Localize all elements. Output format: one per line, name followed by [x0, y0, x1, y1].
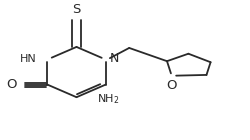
Text: N: N	[109, 52, 119, 65]
Text: HN: HN	[20, 54, 36, 65]
Text: NH$_2$: NH$_2$	[97, 92, 119, 106]
Text: O: O	[6, 78, 16, 91]
Text: S: S	[72, 3, 81, 16]
Text: O: O	[166, 79, 177, 92]
